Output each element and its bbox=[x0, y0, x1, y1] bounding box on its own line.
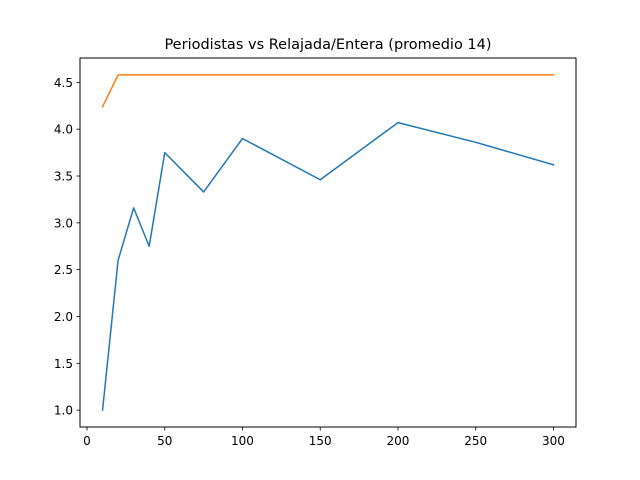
y-tick-label: 1.0 bbox=[54, 404, 73, 418]
chart-title: Periodistas vs Relajada/Entera (promedio… bbox=[164, 37, 491, 53]
plot-content bbox=[101, 74, 555, 411]
y-tick-label: 4.0 bbox=[54, 123, 73, 137]
x-tick-label: 250 bbox=[464, 434, 487, 448]
plot-frame bbox=[79, 57, 577, 428]
y-axis: 1.0 1.5 2.0 2.5 3.0 3.5 4.0 4.5 bbox=[54, 76, 80, 418]
series-line-2 bbox=[101, 74, 555, 108]
x-tick-label: 50 bbox=[157, 434, 172, 448]
x-tick-label: 200 bbox=[387, 434, 410, 448]
y-tick-label: 3.0 bbox=[54, 216, 73, 230]
x-tick-label: 150 bbox=[309, 434, 332, 448]
y-tick-label: 4.5 bbox=[54, 76, 73, 90]
y-tick-label: 3.5 bbox=[54, 170, 73, 184]
x-axis: 0 50 100 150 200 250 300 bbox=[83, 427, 565, 448]
x-tick-label: 300 bbox=[542, 434, 565, 448]
x-tick-label: 100 bbox=[231, 434, 254, 448]
y-tick-label: 1.5 bbox=[54, 357, 73, 371]
y-tick-label: 2.5 bbox=[54, 263, 73, 277]
series-line-1 bbox=[101, 121, 555, 411]
x-tick-label: 0 bbox=[83, 434, 91, 448]
y-tick-label: 2.0 bbox=[54, 310, 73, 324]
